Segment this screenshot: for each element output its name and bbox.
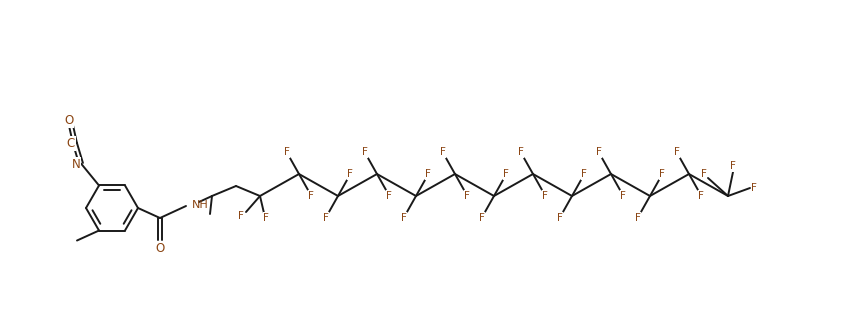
Text: O: O	[155, 241, 165, 254]
Text: F: F	[347, 169, 353, 179]
Text: F: F	[283, 147, 289, 157]
Text: F: F	[750, 183, 756, 193]
Text: F: F	[503, 169, 508, 179]
Text: F: F	[698, 191, 704, 201]
Text: F: F	[439, 147, 445, 157]
Text: F: F	[263, 213, 269, 223]
Text: F: F	[425, 169, 431, 179]
Text: F: F	[620, 191, 625, 201]
Text: F: F	[362, 147, 367, 157]
Text: F: F	[308, 191, 314, 201]
Text: F: F	[729, 161, 735, 171]
Text: F: F	[659, 169, 664, 179]
Text: F: F	[322, 213, 328, 223]
Text: NH: NH	[192, 200, 208, 210]
Text: F: F	[542, 191, 548, 201]
Text: F: F	[400, 213, 406, 223]
Text: F: F	[517, 147, 523, 157]
Text: F: F	[673, 147, 679, 157]
Text: F: F	[479, 213, 484, 223]
Text: F: F	[634, 213, 640, 223]
Text: F: F	[700, 169, 706, 179]
Text: F: F	[238, 211, 244, 221]
Text: O: O	[64, 114, 73, 127]
Text: F: F	[581, 169, 587, 179]
Text: F: F	[386, 191, 392, 201]
Text: F: F	[595, 147, 601, 157]
Text: F: F	[556, 213, 562, 223]
Text: C: C	[67, 137, 75, 150]
Text: F: F	[464, 191, 470, 201]
Text: N: N	[72, 158, 80, 171]
